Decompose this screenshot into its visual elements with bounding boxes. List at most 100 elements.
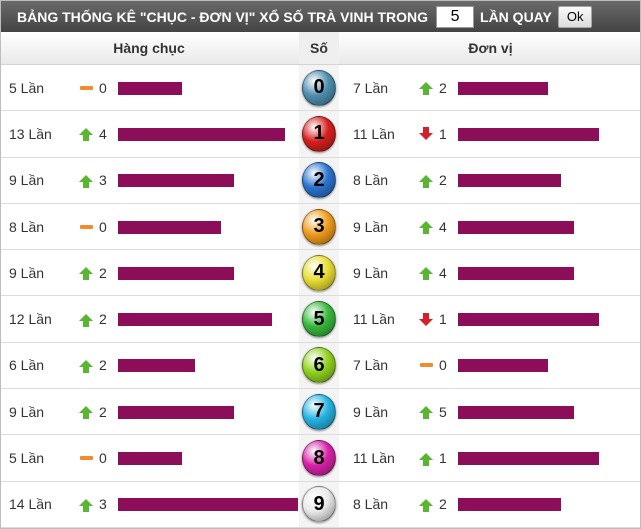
tens-change-value: 2 [99, 403, 107, 420]
number-cell: 4 [299, 250, 339, 296]
tens-count: 12 Lần [9, 311, 52, 328]
number-column-header: Số [299, 32, 339, 64]
units-bar [458, 313, 600, 327]
units-count: 7 Lần [353, 357, 389, 374]
tens-count: 13 Lần [9, 125, 52, 142]
tens-trend: 3 [79, 482, 107, 527]
tens-bar [118, 127, 286, 141]
number-cell: 3 [299, 203, 339, 250]
units-bar [458, 405, 574, 419]
number-ball: 0 [302, 69, 336, 106]
number-cell: 7 [299, 389, 339, 435]
number-ball: 1 [302, 115, 336, 152]
tens-trend: 2 [79, 296, 107, 341]
units-count: 8 Lần [353, 496, 389, 513]
table-row: 9 Lần 3 2 8 Lần 2 [1, 157, 640, 204]
tens-bar [118, 266, 234, 280]
arrow-up-icon [79, 173, 93, 188]
units-change-value: 1 [439, 311, 447, 328]
units-bar [458, 452, 600, 466]
units-change-value: 4 [439, 218, 447, 235]
number-ball: 8 [302, 440, 336, 477]
arrow-up-icon [79, 312, 93, 327]
tens-column-header: Hàng chục [113, 40, 185, 56]
dash-icon [79, 81, 93, 95]
units-count: 8 Lần [353, 172, 389, 189]
tens-change-value: 3 [99, 172, 107, 189]
tens-trend: 0 [79, 204, 107, 249]
tens-change-value: 0 [99, 450, 107, 467]
units-bar [458, 127, 600, 141]
units-count: 7 Lần [353, 79, 389, 96]
units-bar [458, 359, 548, 373]
units-change-value: 2 [439, 79, 447, 96]
tens-trend: 4 [79, 111, 107, 156]
units-change-value: 0 [439, 357, 447, 374]
units-trend: 1 [419, 296, 447, 341]
arrow-up-icon [419, 81, 433, 96]
tens-bar [118, 313, 273, 327]
tens-bar [118, 81, 183, 95]
table-row: 5 Lần 0 0 7 Lần 2 [1, 65, 640, 112]
number-ball: 2 [302, 162, 336, 199]
units-column-header: Đơn vị [468, 40, 513, 56]
tens-count: 5 Lần [9, 450, 45, 467]
tens-trend: 2 [79, 389, 107, 434]
number-cell: 0 [299, 65, 339, 111]
tens-change-value: 2 [99, 311, 107, 328]
units-bar [458, 266, 574, 280]
units-change-value: 1 [439, 125, 447, 142]
number-ball: 9 [302, 486, 336, 523]
tens-trend: 2 [79, 250, 107, 295]
units-change-value: 5 [439, 403, 447, 420]
table-row: 9 Lần 2 7 9 Lần 5 [1, 389, 640, 436]
units-bar [458, 220, 574, 234]
dash-icon [79, 451, 93, 465]
tens-count: 9 Lần [9, 172, 45, 189]
units-count: 9 Lần [353, 403, 389, 420]
tens-count: 8 Lần [9, 218, 45, 235]
table-row: 6 Lần 2 6 7 Lần 0 [1, 342, 640, 390]
arrow-up-icon [419, 220, 433, 235]
tens-bar [118, 359, 196, 373]
units-trend: 0 [419, 343, 447, 388]
units-count: 9 Lần [353, 264, 389, 281]
arrow-up-icon [79, 405, 93, 420]
number-cell: 8 [299, 435, 339, 481]
arrow-down-icon [419, 312, 433, 326]
tens-change-value: 4 [99, 125, 107, 142]
arrow-up-icon [419, 451, 433, 466]
units-count: 9 Lần [353, 218, 389, 235]
arrow-up-icon [79, 127, 93, 142]
units-change-value: 2 [439, 172, 447, 189]
dash-icon [419, 358, 433, 372]
table-row: 9 Lần 2 4 9 Lần 4 [1, 250, 640, 297]
arrow-up-icon [419, 405, 433, 420]
arrow-up-icon [419, 173, 433, 188]
number-cell: 5 [299, 296, 339, 342]
ok-button[interactable]: Ok [557, 5, 593, 28]
stats-rows: 5 Lần 0 0 7 Lần 2 13 Lần 4 1 11 Lần 1 9 Lần 3 2 8 Lần… [1, 65, 640, 528]
table-row: 13 Lần 4 1 11 Lần 1 [1, 111, 640, 158]
tens-change-value: 0 [99, 218, 107, 235]
dash-icon [79, 220, 93, 234]
units-count: 11 Lần [353, 311, 395, 328]
draw-count-suffix: LẦN QUAY [480, 8, 552, 25]
draw-count-input[interactable] [436, 5, 475, 28]
number-cell: 9 [299, 481, 339, 527]
arrow-down-icon [419, 127, 433, 141]
number-cell: 2 [299, 157, 339, 203]
table-header: Hàng chục Số Đơn vị [1, 32, 640, 65]
tens-count: 5 Lần [9, 79, 45, 96]
tens-count: 14 Lần [9, 496, 52, 513]
tens-change-value: 2 [99, 264, 107, 281]
panel-title: BẢNG THỐNG KÊ "CHỤC - ĐƠN VỊ" XỔ SỐ TRÀ … [17, 8, 429, 25]
number-cell: 6 [299, 342, 339, 389]
units-change-value: 4 [439, 264, 447, 281]
units-bar [458, 498, 561, 512]
arrow-up-icon [79, 358, 93, 373]
units-trend: 2 [419, 65, 447, 110]
units-change-value: 1 [439, 450, 447, 467]
units-trend: 2 [419, 482, 447, 527]
